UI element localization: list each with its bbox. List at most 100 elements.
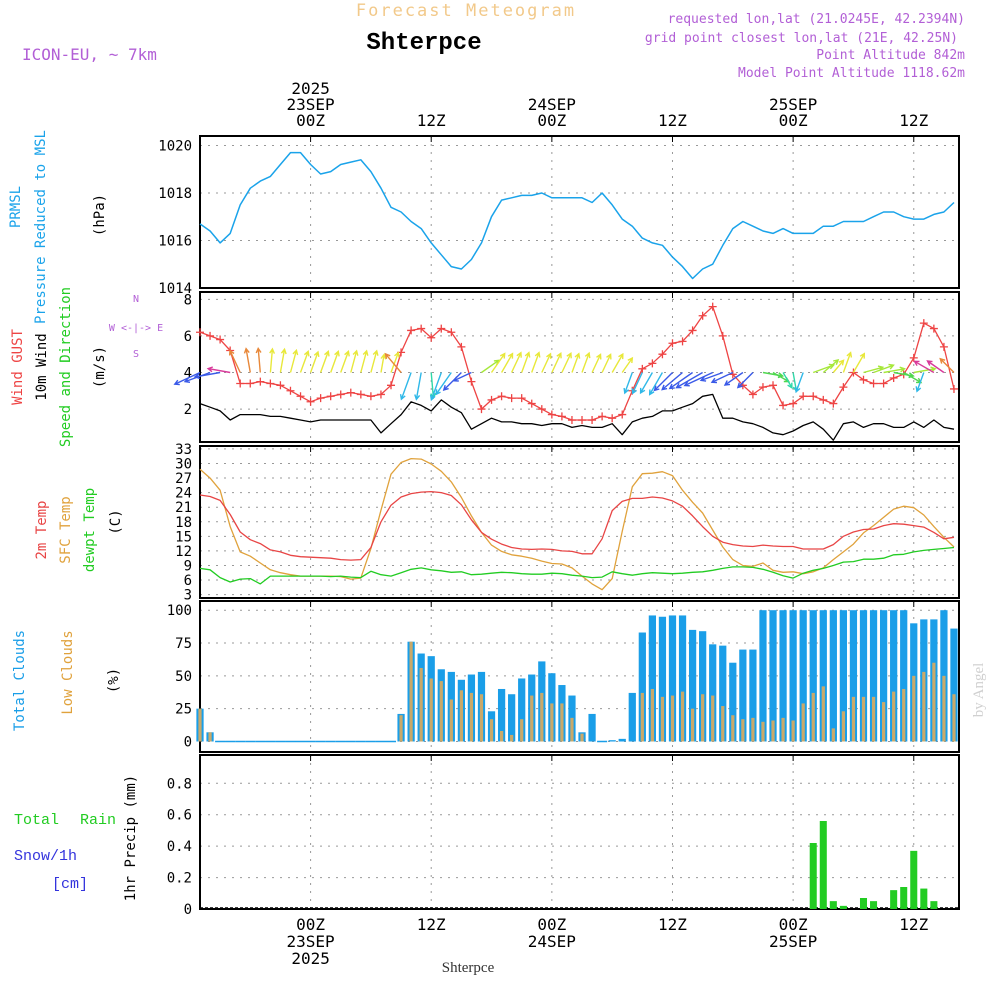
wind-arrow	[571, 352, 581, 373]
footer-location: Shterpce	[442, 960, 495, 976]
temp-unit-0: (C)	[108, 509, 124, 534]
compass-n: N	[133, 294, 139, 305]
y-tick-label: 6	[184, 573, 192, 589]
gust-marker	[417, 324, 426, 333]
total-cloud-bar	[950, 628, 958, 742]
panels: 1014 1016 1018 1020 PRMSL Pressure Reduced to…	[8, 130, 960, 918]
chart-title: Forecast Meteogram	[356, 1, 576, 21]
total-cloud-bar	[759, 610, 767, 742]
y-tick-label: 12	[175, 544, 192, 560]
gust-marker	[909, 353, 918, 362]
y-tick-label: 75	[175, 636, 192, 652]
low-clouds-label-0: Low Clouds	[60, 630, 76, 714]
total-label: Total	[14, 812, 59, 829]
total-cloud-bar	[869, 610, 878, 742]
y-tick-label: 6	[184, 329, 192, 345]
wind-arrow	[384, 352, 402, 373]
panel-frame	[199, 291, 960, 443]
gust-marker	[557, 412, 566, 421]
wind-arrow	[639, 372, 654, 395]
wind-arrow	[255, 346, 262, 373]
wind-arrow	[429, 372, 442, 402]
top-tick-label: 00Z	[296, 111, 325, 130]
total-cloud-bar	[608, 740, 616, 742]
total-cloud-bar	[648, 615, 657, 742]
wind-arrow	[661, 371, 683, 391]
gust-marker	[718, 331, 727, 340]
temp2m-label-0: 2m Temp	[34, 500, 50, 559]
low-cloud-bar	[208, 732, 212, 742]
precip-unit-0: 1hr Precip (mm)	[123, 775, 139, 901]
gust-marker	[748, 390, 757, 399]
wind-arrow	[370, 349, 379, 373]
gust-marker	[919, 319, 928, 328]
total-cloud-bar	[518, 678, 526, 742]
total-cloud-bar	[859, 610, 868, 742]
gust-marker	[859, 375, 868, 384]
total-cloud-bar	[779, 610, 787, 742]
wind-arrow	[206, 366, 231, 374]
total-cloud-bar	[658, 616, 667, 742]
gust-marker	[346, 388, 355, 397]
gust-marker	[758, 383, 767, 392]
wind-arrow	[510, 351, 522, 373]
gust-marker	[407, 326, 416, 335]
wind-unit-0: (m/s)	[92, 346, 108, 388]
wind-arrow	[653, 372, 673, 392]
low-cloud-bar	[711, 695, 715, 742]
wind-arrow	[330, 350, 340, 373]
wind-arrow	[541, 352, 552, 373]
total-cloud-bar	[749, 649, 757, 742]
total-cloud-bar	[839, 610, 848, 742]
total-cloud-bar	[819, 610, 827, 742]
y-tick-label: 9	[184, 558, 192, 574]
y-tick-label: 0.6	[167, 808, 192, 824]
total-cloud-bar	[739, 649, 747, 742]
wind-arrow	[913, 360, 935, 374]
wind-arrow	[631, 372, 643, 395]
low-cloud-bar	[922, 671, 926, 742]
rain-bar	[859, 898, 868, 909]
low-cloud-bar	[912, 675, 916, 742]
rain-bar	[920, 888, 928, 909]
low-cloud-bar	[419, 667, 423, 742]
gust-marker	[829, 399, 838, 408]
y-tick-label: 0	[184, 902, 192, 918]
bottom-tick-label: 00Z	[296, 915, 325, 934]
low-cloud-bar	[429, 678, 433, 742]
gust-marker	[376, 390, 385, 399]
low-cloud-bar	[530, 695, 534, 742]
total-cloud-bar	[699, 631, 707, 742]
wind-arrow	[883, 366, 906, 374]
wind-arrow	[551, 351, 562, 373]
low-cloud-bar	[781, 717, 785, 742]
low-cloud-bar	[791, 720, 795, 742]
low-cloud-bar	[449, 699, 453, 742]
gust-marker	[356, 390, 365, 399]
rain-bar	[910, 850, 918, 909]
gust-marker	[688, 326, 697, 335]
low-cloud-bar	[811, 692, 815, 742]
gust-marker	[206, 331, 215, 340]
low-cloud-bar	[861, 696, 866, 742]
rain-bar	[819, 821, 827, 909]
wind-arrow	[699, 371, 724, 382]
wind-arrow	[193, 371, 221, 380]
y-tick-label: 0	[184, 734, 192, 750]
wind-arrow	[939, 357, 955, 373]
total-cloud-bar	[508, 694, 516, 742]
wind-arrow	[581, 351, 591, 373]
rain-label: Rain	[80, 812, 116, 829]
wind-arrow	[623, 372, 633, 395]
wind10m-label-0: 10m Wind	[34, 333, 50, 400]
wind-arrow	[500, 352, 514, 373]
wind-arrow	[852, 352, 866, 373]
total-cloud-bar	[688, 629, 697, 742]
low-cloud-bar	[459, 690, 463, 742]
low-cloud-bar	[550, 703, 554, 742]
total-cloud-bar	[940, 610, 948, 742]
y-tick-label: 18	[175, 515, 192, 531]
bottom-tick-label: 12Z	[899, 915, 928, 934]
